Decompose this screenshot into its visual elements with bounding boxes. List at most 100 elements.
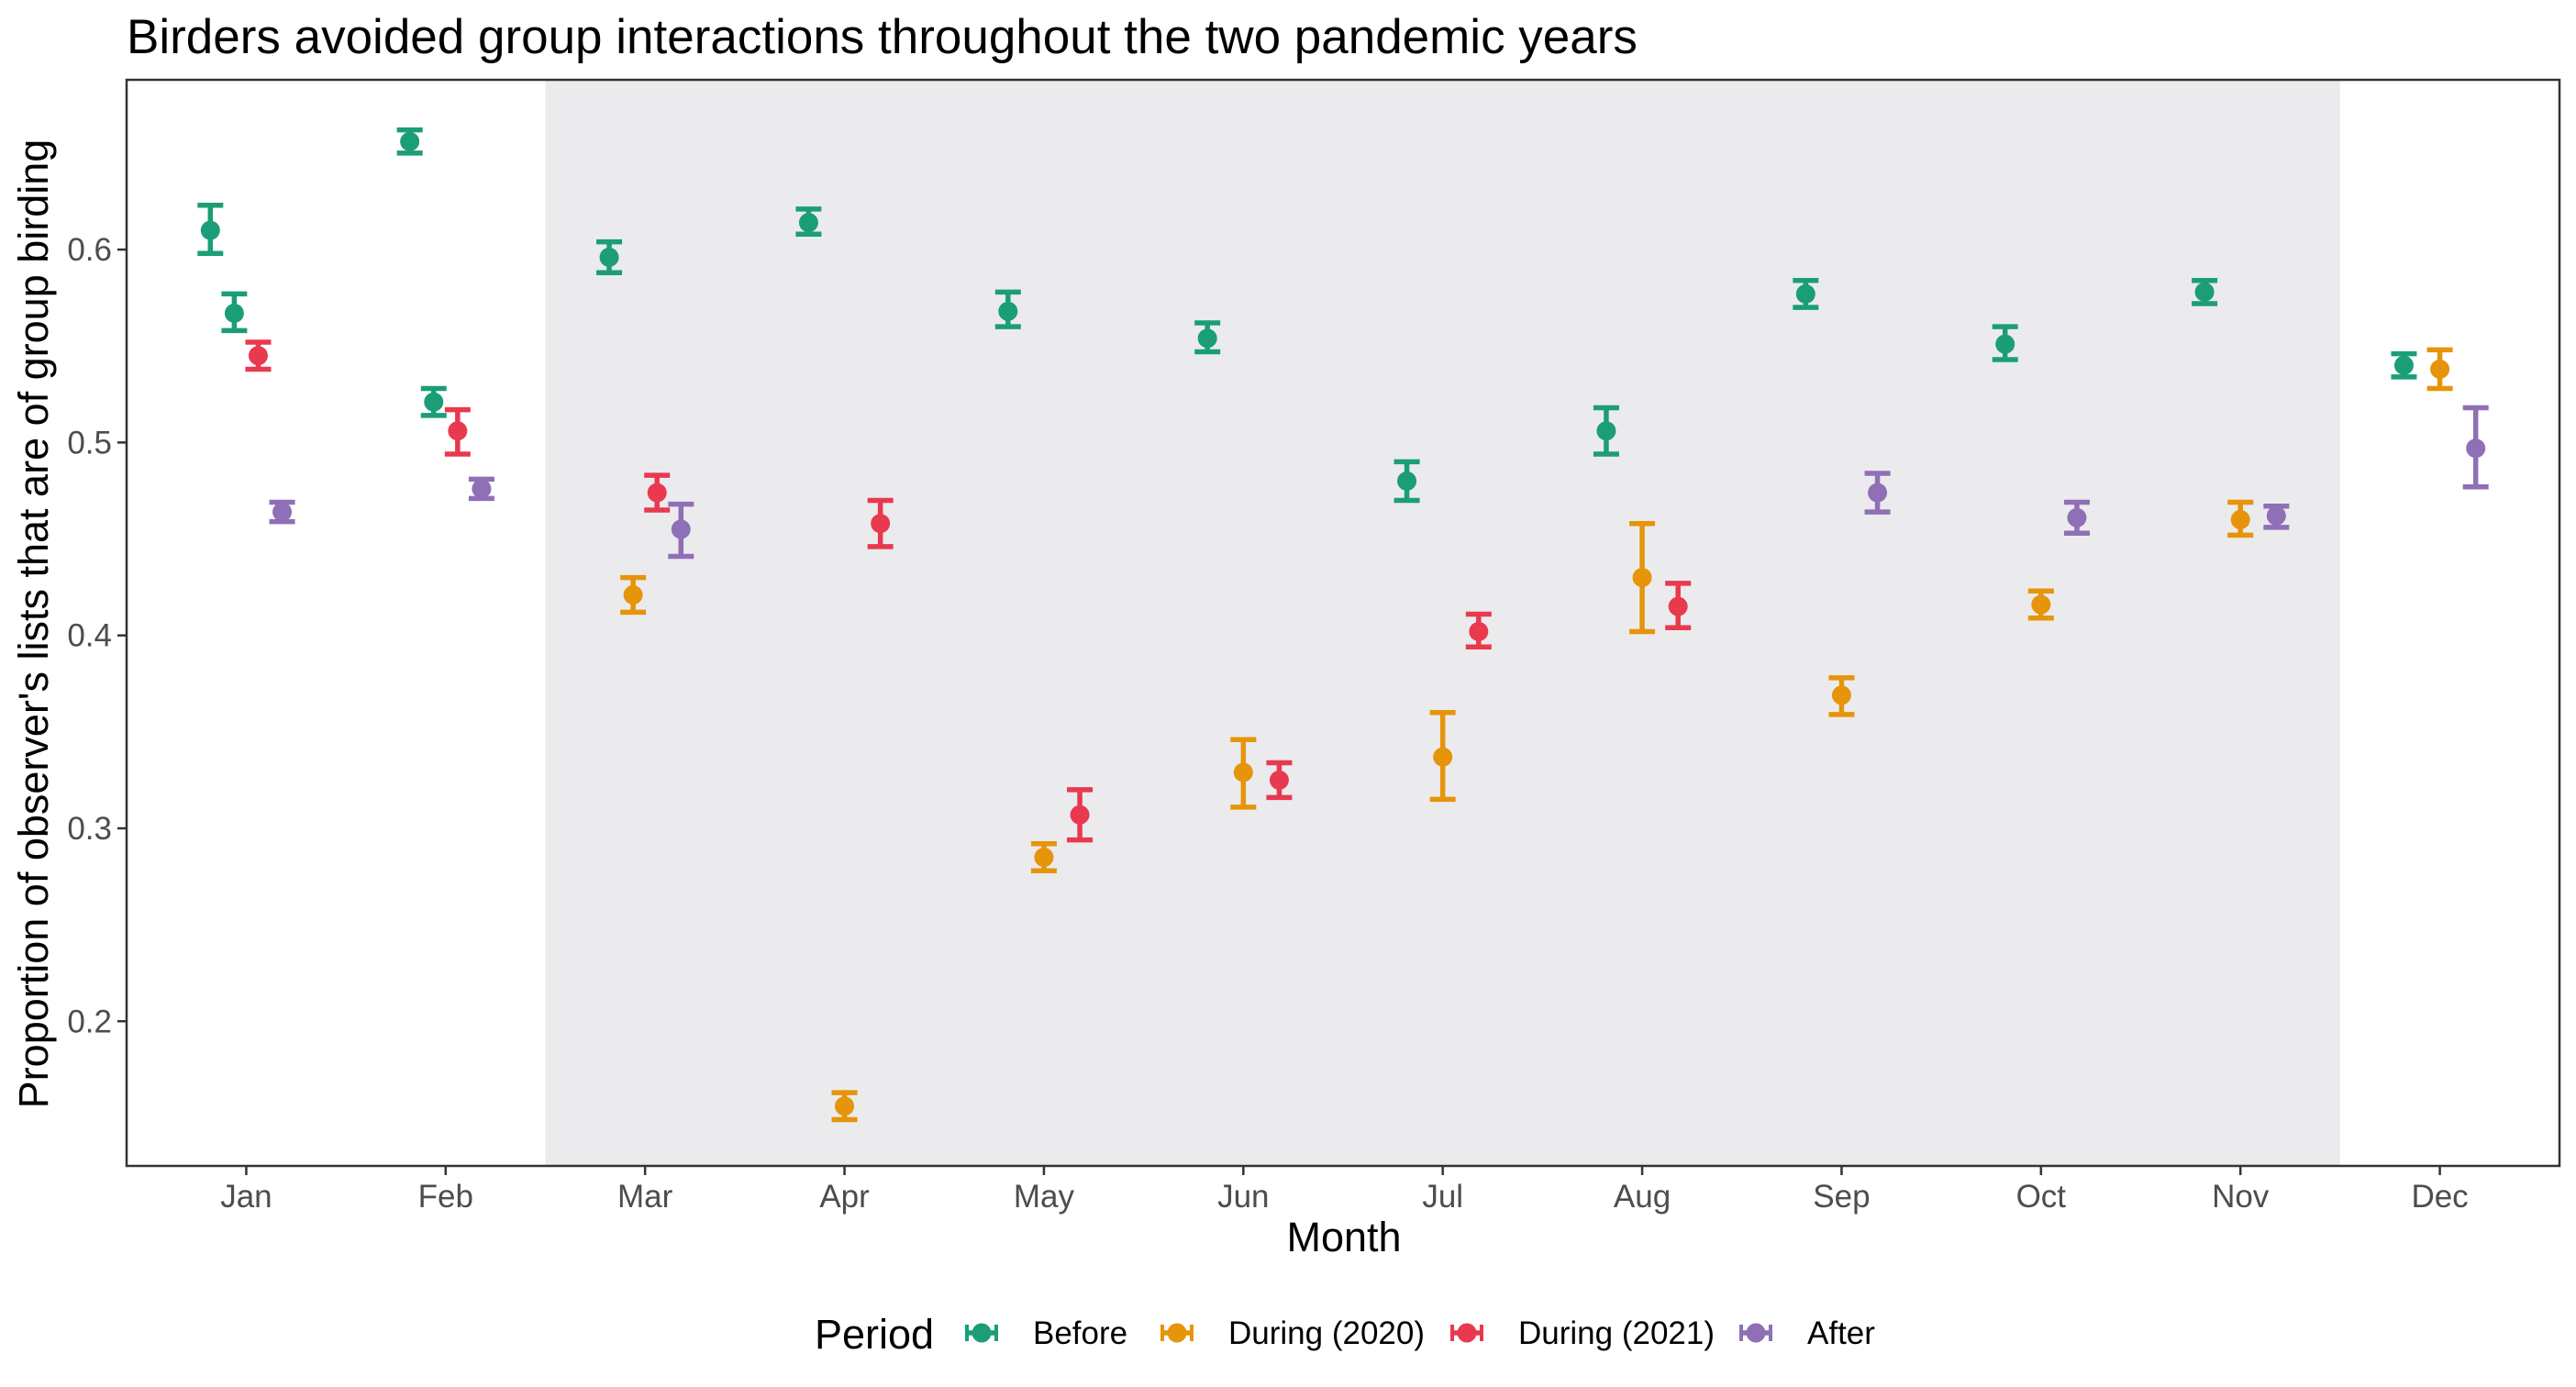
legend-key-point bbox=[1167, 1323, 1187, 1343]
point-after-oct bbox=[2063, 499, 2090, 536]
data-point bbox=[448, 421, 468, 441]
data-point bbox=[272, 502, 293, 522]
x-axis: Jan Feb Mar Apr May Jun Jul Aug Sep Oct Nov Dec bbox=[220, 1166, 2469, 1215]
point-during-2020-sep bbox=[1828, 675, 1855, 717]
data-point bbox=[647, 483, 667, 503]
point-after-mar bbox=[668, 501, 694, 560]
legend-label: During (2020) bbox=[1228, 1315, 1425, 1351]
point-during-2021-apr bbox=[867, 497, 894, 549]
data-point bbox=[671, 519, 691, 539]
point-during-2020-mar bbox=[620, 574, 647, 616]
point-during-2021-may bbox=[1067, 787, 1094, 843]
y-axis-title: Proportion of observer's lists that are … bbox=[10, 139, 57, 1109]
x-tick-label-oct: Oct bbox=[2016, 1179, 2067, 1215]
data-point bbox=[1596, 421, 1616, 441]
data-point bbox=[1868, 483, 1888, 503]
x-tick-label-jul: Jul bbox=[1422, 1179, 1463, 1215]
x-tick-label-jan: Jan bbox=[220, 1179, 272, 1215]
data-point bbox=[2393, 355, 2414, 375]
data-point bbox=[2266, 505, 2286, 526]
data-point bbox=[224, 303, 244, 323]
point-during-2020-may bbox=[1030, 841, 1057, 873]
legend-item-during-2020: During (2020) bbox=[1160, 1315, 1425, 1351]
legend-item-before: Before bbox=[965, 1315, 1127, 1351]
point-during-2020-oct bbox=[2027, 588, 2054, 621]
legend: Period Before During (2020) During (2021) A… bbox=[815, 1311, 1875, 1358]
point-before-feb bbox=[396, 127, 423, 156]
y-tick-label: 0.2 bbox=[67, 1004, 112, 1039]
point-during-2021-aug bbox=[1665, 581, 1692, 631]
point-before-apr bbox=[795, 206, 822, 237]
data-point bbox=[2430, 359, 2450, 379]
x-tick-label-mar: Mar bbox=[617, 1179, 673, 1215]
data-point bbox=[2067, 507, 2087, 527]
point-after-sep bbox=[1864, 471, 1891, 515]
point-before-sep bbox=[1793, 277, 1819, 310]
data-point bbox=[835, 1096, 855, 1116]
data-point bbox=[2230, 509, 2250, 529]
point-during-2020-jun bbox=[1230, 737, 1257, 810]
point-during-2021-jun bbox=[1266, 760, 1293, 801]
data-marks bbox=[197, 127, 2489, 1123]
point-during-2021-jul bbox=[1465, 611, 1492, 650]
chart-title: Birders avoided group interactions throu… bbox=[127, 10, 1638, 64]
data-point bbox=[1831, 685, 1851, 705]
data-point bbox=[1269, 770, 1289, 790]
highlight-region bbox=[545, 80, 2340, 1166]
data-point bbox=[1197, 328, 1217, 349]
point-during-2020-aug bbox=[1629, 520, 1656, 635]
point-before-nov bbox=[2192, 277, 2218, 306]
panel-border bbox=[125, 78, 2561, 1168]
point-during-2020-nov bbox=[2227, 499, 2254, 538]
point-before-jun bbox=[1194, 320, 1221, 355]
data-point bbox=[2466, 438, 2486, 459]
data-point bbox=[623, 585, 643, 605]
data-point bbox=[798, 213, 818, 233]
point-before-mar bbox=[596, 239, 623, 276]
data-point bbox=[998, 301, 1018, 321]
data-point bbox=[472, 479, 492, 499]
data-point bbox=[1233, 762, 1253, 782]
point-during-2021-jan bbox=[245, 339, 272, 372]
data-point bbox=[424, 392, 444, 412]
legend-label: Before bbox=[1033, 1315, 1127, 1351]
data-point bbox=[1070, 804, 1090, 825]
point-before-may bbox=[994, 289, 1021, 329]
data-point bbox=[2031, 594, 2051, 615]
x-tick-label-nov: Nov bbox=[2212, 1179, 2270, 1215]
legend-key-point bbox=[972, 1323, 992, 1343]
plot-area: 0.2 0.3 0.4 0.5 0.6 Jan Feb Mar Apr May Jun Jul Aug… bbox=[67, 78, 2561, 1215]
data-point bbox=[2194, 282, 2215, 302]
x-tick-label-aug: Aug bbox=[1614, 1179, 1671, 1215]
point-during-2021-feb bbox=[444, 406, 471, 457]
x-tick-label-apr: Apr bbox=[819, 1179, 870, 1215]
data-point bbox=[1469, 621, 1489, 641]
legend-label: During (2021) bbox=[1518, 1315, 1715, 1351]
data-point bbox=[1397, 471, 1417, 491]
point-before-aug bbox=[1593, 405, 1619, 457]
x-axis-title: Month bbox=[1286, 1214, 1401, 1260]
point-before-feb bbox=[420, 385, 447, 418]
data-point bbox=[1995, 334, 2015, 354]
point-after-dec bbox=[2462, 405, 2489, 490]
legend-items: Before During (2020) During (2021) After bbox=[965, 1315, 1875, 1351]
legend-title: Period bbox=[815, 1311, 934, 1358]
data-point bbox=[200, 220, 220, 240]
data-point bbox=[400, 131, 420, 151]
point-after-feb bbox=[468, 476, 494, 502]
data-point bbox=[1034, 848, 1054, 868]
data-point bbox=[1632, 568, 1652, 588]
point-during-2020-apr bbox=[831, 1090, 858, 1123]
y-tick-label: 0.5 bbox=[67, 425, 112, 460]
x-tick-label-dec: Dec bbox=[2411, 1179, 2468, 1215]
x-tick-label-sep: Sep bbox=[1813, 1179, 1870, 1215]
point-before-jan bbox=[221, 291, 248, 334]
x-tick-label-may: May bbox=[1014, 1179, 1075, 1215]
point-during-2020-dec bbox=[2426, 347, 2453, 392]
legend-label: After bbox=[1807, 1315, 1875, 1351]
point-after-jan bbox=[269, 499, 295, 525]
x-tick-label-jun: Jun bbox=[1217, 1179, 1269, 1215]
y-axis: 0.2 0.3 0.4 0.5 0.6 bbox=[67, 232, 127, 1039]
y-tick-label: 0.3 bbox=[67, 811, 112, 847]
data-point bbox=[1433, 747, 1453, 767]
